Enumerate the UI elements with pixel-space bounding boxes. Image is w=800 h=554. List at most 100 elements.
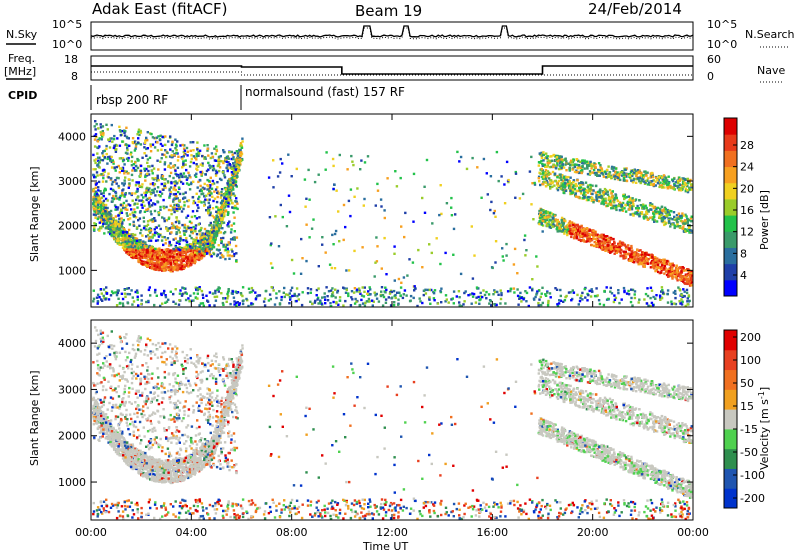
power-cell	[143, 167, 146, 170]
power-cell	[669, 274, 672, 277]
power-cell	[110, 177, 113, 180]
power-cell	[159, 268, 163, 272]
power-cell	[176, 266, 179, 269]
power-cell	[690, 284, 693, 287]
power-cell	[198, 195, 201, 199]
power-cell	[183, 196, 186, 199]
power-cell	[186, 176, 189, 180]
power-cell	[592, 168, 596, 172]
power-cell	[113, 144, 116, 148]
power-cell	[679, 219, 682, 223]
power-cell	[124, 208, 127, 211]
power-cell	[203, 182, 206, 186]
power-cell	[188, 174, 191, 177]
power-cell	[212, 199, 215, 203]
power-cell	[182, 192, 185, 196]
power-cell	[205, 169, 209, 173]
power-cell	[148, 187, 151, 190]
power-cell	[121, 157, 125, 160]
power-cell	[144, 248, 147, 252]
power-cell	[226, 164, 229, 167]
power-cell	[212, 244, 215, 247]
power-cell	[102, 176, 105, 180]
power-cell	[236, 165, 239, 168]
power-cell	[121, 166, 125, 170]
power-cell	[195, 158, 198, 161]
power-cell	[115, 239, 119, 243]
power-cell	[658, 185, 661, 189]
power-cell	[141, 183, 144, 186]
power-cell	[220, 253, 224, 257]
power-cell	[156, 248, 159, 252]
power-cell	[571, 227, 574, 231]
power-cell	[554, 159, 557, 162]
power-cell	[177, 250, 180, 254]
power-cell	[92, 153, 95, 157]
power-cell	[653, 257, 656, 260]
power-cell	[130, 151, 133, 154]
power-cell	[130, 208, 133, 211]
power-cell	[172, 238, 175, 241]
power-cell	[133, 149, 137, 152]
power-cell	[684, 178, 688, 182]
power-cell	[94, 128, 97, 131]
power-cell	[231, 175, 235, 179]
power-cell	[121, 204, 124, 207]
power-cell	[114, 222, 118, 225]
power-cell	[138, 248, 142, 252]
power-cell	[106, 162, 109, 165]
power-cell	[128, 217, 132, 220]
power-cell	[677, 215, 680, 219]
power-cell	[645, 253, 649, 256]
power-cell	[165, 263, 168, 267]
power-cell	[144, 261, 147, 264]
power-cell	[179, 172, 183, 176]
power-cell	[124, 170, 127, 173]
power-cell	[537, 177, 540, 180]
power-cell	[123, 131, 126, 134]
power-cell	[165, 259, 168, 262]
power-cell	[231, 254, 234, 258]
power-cell	[132, 244, 135, 247]
freq-axis-top: 18	[64, 53, 78, 66]
power-cell	[107, 156, 110, 159]
power-cell	[126, 152, 129, 155]
power-cell	[109, 217, 113, 220]
power-cell	[182, 161, 185, 164]
power-cell	[172, 249, 175, 253]
power-cell	[671, 223, 674, 226]
power-cell	[168, 189, 171, 192]
power-cell	[572, 237, 576, 240]
power-cell	[545, 222, 548, 225]
power-cell	[212, 164, 215, 168]
power-cell	[227, 201, 230, 204]
power-cell	[104, 206, 107, 209]
power-cell	[611, 243, 614, 246]
power-cell	[611, 249, 614, 252]
power-cell	[194, 241, 197, 244]
power-cell	[186, 150, 190, 153]
power-cell	[158, 263, 161, 267]
power-cell	[240, 152, 244, 156]
power-cell	[170, 255, 173, 258]
power-cell	[561, 174, 564, 177]
power-cell	[106, 199, 109, 202]
power-cell	[232, 184, 235, 187]
power-cell	[684, 213, 687, 216]
power-cell	[656, 257, 659, 260]
power-cell	[232, 162, 235, 165]
power-cell	[158, 248, 162, 252]
power-cell	[149, 150, 153, 153]
power-cell	[231, 188, 235, 191]
power-cell	[138, 211, 142, 214]
power-cell	[235, 200, 238, 203]
power-cell	[148, 231, 152, 234]
power-cell	[109, 209, 113, 213]
power-cell	[190, 154, 193, 157]
power-cell	[180, 261, 183, 265]
power-cell	[228, 257, 231, 260]
power-cell	[92, 195, 95, 199]
power-cell	[208, 194, 212, 197]
power-cell	[545, 165, 548, 169]
power-cell	[178, 226, 181, 230]
